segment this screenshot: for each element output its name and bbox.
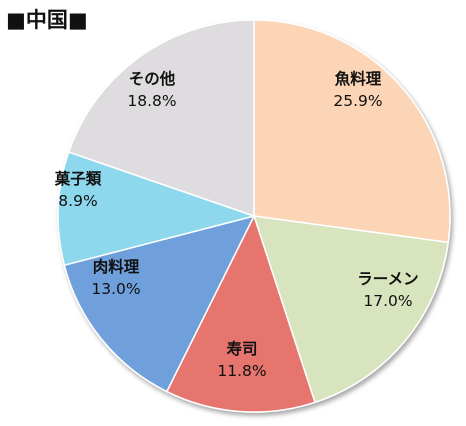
slice-value-label: 18.8%	[127, 92, 176, 110]
slice-name-label: 菓子類	[54, 169, 102, 188]
slice-name-label: 肉料理	[93, 257, 140, 276]
chart-title: ■中国■	[6, 8, 88, 32]
slice-name-label: 魚料理	[335, 69, 382, 88]
pie-slice	[252, 215, 450, 404]
pie-slice	[57, 151, 257, 267]
slice-value-label: 8.9%	[58, 192, 97, 210]
slice-value-label: 11.8%	[217, 362, 266, 380]
pie-slice	[63, 214, 256, 393]
slice-name-label: 寿司	[226, 339, 257, 358]
pie-slice	[165, 214, 316, 413]
slice-value-label: 25.9%	[333, 92, 382, 110]
pie-slice	[253, 19, 451, 244]
slice-name-label: その他	[129, 69, 176, 88]
pie-slice	[67, 19, 255, 218]
slice-value-label: 13.0%	[91, 280, 140, 298]
slice-value-label: 17.0%	[363, 292, 412, 310]
slice-name-label: ラーメン	[357, 270, 418, 288]
